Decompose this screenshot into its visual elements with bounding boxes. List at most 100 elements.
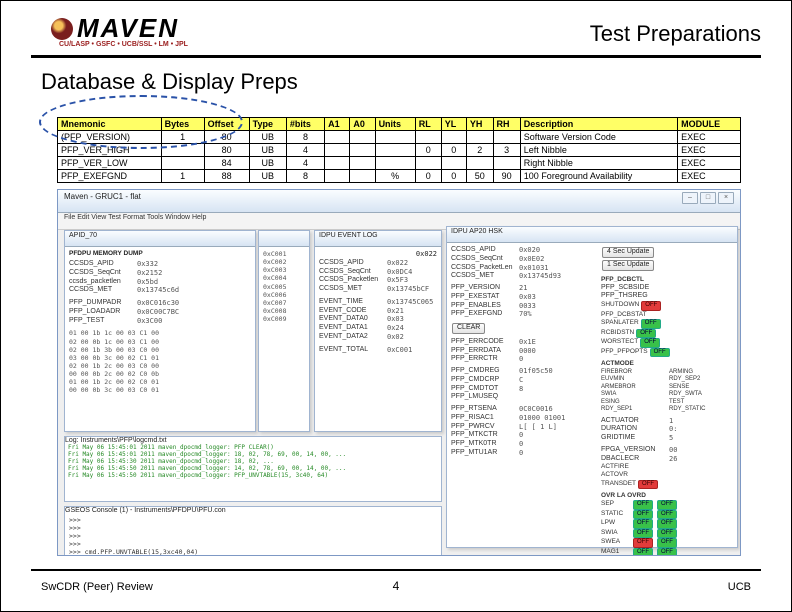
db-col: Units [375, 118, 415, 131]
kv-row: PFP_MTKCTR0 [451, 431, 595, 440]
table-row: PFP_VER_HIGH80UB40023Left NibbleEXEC [58, 144, 741, 157]
kv-row: PFP_EXEFGND70% [451, 310, 595, 319]
console-line[interactable]: >>> [69, 516, 437, 524]
mode-item: RDY_SEP2 [669, 376, 733, 384]
memdump-line: 00 00 0b 3c 00 03 C0 01 [69, 386, 251, 394]
console-line[interactable]: >>> [69, 524, 437, 532]
db-table: MnemonicBytesOffsetType#bitsA1A0UnitsRLY… [57, 117, 741, 183]
log-line: Fri May 06 15:45:30 2011 maven_dpocmd_lo… [65, 458, 441, 465]
db-col: Bytes [161, 118, 204, 131]
kv-row: EVENT_CODE0x21 [319, 307, 437, 316]
event-hex: 0x022 [319, 250, 437, 259]
kv-row: CCSDS_APID0x022 [319, 259, 437, 268]
actmode-title: ACTMODE [601, 360, 733, 368]
db-col: Offset [204, 118, 249, 131]
tag-row: SHUTDOWNOFF [601, 301, 733, 311]
memdump-line: 02 00 1b 3b 00 03 C0 00 [69, 346, 251, 354]
kv-row: EVENT_TIME0x13745C065 [319, 298, 437, 307]
addr-pane: 0xC0010xC0020xC0030xC0040xC0050xC0060xC0… [258, 230, 310, 432]
mode-item: ARMING [669, 369, 733, 377]
apid-pane: APID_70 PFDPU MEMORY DUMP CCSDS_APID0x33… [64, 230, 256, 432]
addr: 0xC009 [263, 315, 305, 323]
console-title: GSEOS Console (1) - Instruments\PFDPU\PF… [65, 507, 441, 514]
log-line: Fri May 06 15:45:01 2011 maven_dpocmd_lo… [65, 451, 441, 458]
addr: 0xC005 [263, 283, 305, 291]
db-col: Mnemonic [58, 118, 162, 131]
window-buttons[interactable]: –□× [680, 192, 734, 204]
kv-row: FPGA_VERSION00 [601, 446, 733, 455]
table-row: PFP_EXEFGND188UB8%005090100 Foreground A… [58, 170, 741, 183]
ap20-pane: IDPU AP20 HSK CCSDS_APID0x020CCSDS_SeqCn… [446, 226, 738, 548]
memdump-line: 02 00 0b 1c 00 03 C1 00 [69, 338, 251, 346]
console-line[interactable]: >>> cmd.PFP.UNVTABLE(15,3xc40,04) [69, 548, 437, 556]
kv-row: PFP_ENABLES0033 [451, 302, 595, 311]
kv-row: PFP_THSREG [601, 292, 733, 301]
table-row: PFP_VER_LOW84UB4Right NibbleEXEC [58, 157, 741, 170]
footer-page: 4 [1, 579, 791, 593]
memdump-line: 01 00 1b 1c 00 03 C1 00 [69, 329, 251, 337]
mode-item: SWIA [601, 391, 665, 399]
kv-row: DBACLECR26 [601, 455, 733, 464]
db-col: YL [441, 118, 466, 131]
log-line: Fri May 06 15:45:50 2011 maven_dpocmd_lo… [65, 472, 441, 479]
kv-row: PFP_TEST0x3C00 [69, 317, 251, 326]
event-pane: IDPU EVENT LOG 0x022 CCSDS_APID0x022 CCSD… [314, 230, 442, 432]
memdump-line: 02 00 1b 2c 00 03 C0 00 [69, 362, 251, 370]
kv-row: CCSDS_MET0x13745c6d [69, 286, 251, 295]
event-pane-title: IDPU EVENT LOG [315, 231, 441, 247]
logo-icon [51, 18, 73, 40]
apid-pane-title: APID_70 [65, 231, 255, 247]
kv-row: PFP_CMDREG01f05c50 [451, 367, 595, 376]
db-col: RL [415, 118, 441, 131]
update1-button[interactable]: 1 Sec Update [602, 260, 654, 271]
console-line[interactable]: >>> [69, 540, 437, 548]
kv-row: ACTUATOR1 [601, 417, 733, 426]
addr: 0xC001 [263, 250, 305, 258]
mode-item: RDY_STATIC [669, 406, 733, 414]
kv-row: PFP_LOADADR0x0C00C7BC [69, 308, 251, 317]
db-col: Type [249, 118, 286, 131]
footer-right: UCB [728, 581, 751, 593]
log-pane: Log: Instruments\PFP\logcmd.txt Fri May … [64, 436, 442, 502]
console-pane: GSEOS Console (1) - Instruments\PFDPU\PF… [64, 506, 442, 556]
memdump-line: 03 00 0b 3c 00 02 C1 01 [69, 354, 251, 362]
db-col: RH [493, 118, 520, 131]
log-line: Fri May 06 15:45:01 2011 maven_dpocmd_lo… [65, 444, 441, 451]
dcbctl-title: PFP_DCBCTL [601, 276, 733, 284]
log-line: Fri May 06 15:45:50 2011 maven_dpocmd_lo… [65, 465, 441, 472]
addr: 0xC008 [263, 307, 305, 315]
clear-button[interactable]: CLEAR [452, 323, 485, 334]
ovr-title: OVR LA OVRD [601, 492, 733, 500]
addr: 0xC003 [263, 266, 305, 274]
event-total-label: EVENT_TOTAL [319, 346, 383, 355]
logo: MAVEN [51, 13, 179, 44]
mode-item: EUVMIN [601, 376, 665, 384]
kv-row: CCSDS_MET0x13745bCF [319, 285, 437, 294]
logo-subtext: CU/LASP • GSFC • UCB/SSL • LM • JPL [59, 41, 188, 48]
ap20-right: 4 Sec Update 1 Sec Update PFP_DCBCTL PFP… [601, 246, 733, 556]
mode-item: RDY_SEP1 [601, 406, 665, 414]
kv-row: PFP_CMDTOT8 [451, 385, 595, 394]
ovr-row: MAG1OFF OFF [601, 548, 733, 556]
db-col: A1 [325, 118, 350, 131]
kv-row: CCSDS_APID0x020 [451, 246, 595, 255]
update4-button[interactable]: 4 Sec Update [602, 247, 654, 258]
ovr-row: SWIAOFF OFF [601, 529, 733, 539]
table-row: (PFP_VERSION)180UB8Software Version Code… [58, 131, 741, 144]
addr: 0xC002 [263, 258, 305, 266]
tag-row: PFP_PFPOPTSOFF [601, 348, 733, 358]
kv-row: CCSDS_APID0x332 [69, 260, 251, 269]
addr: 0xC004 [263, 274, 305, 282]
mode-item: RDY_SWTA [669, 391, 733, 399]
kv-row: GRIDTIME5 [601, 434, 733, 443]
transdet-pill: OFF [638, 480, 658, 490]
kv-row: PFP_PWRCVL[ [ 1 L] [451, 423, 595, 432]
kv-row: CCSDS_SeqCnt0x0E02 [451, 255, 595, 264]
kv-row: PFP_EXESTAT0x03 [451, 293, 595, 302]
console-line[interactable]: >>> [69, 532, 437, 540]
subtitle: Database & Display Preps [41, 69, 298, 95]
tag-row: PFP_DCBSTAT [601, 311, 733, 320]
app-titlebar: Maven - GRUC1 - flat –□× [58, 190, 740, 213]
footer-rule [31, 569, 761, 571]
kv-row: DURATION0: [601, 425, 733, 434]
